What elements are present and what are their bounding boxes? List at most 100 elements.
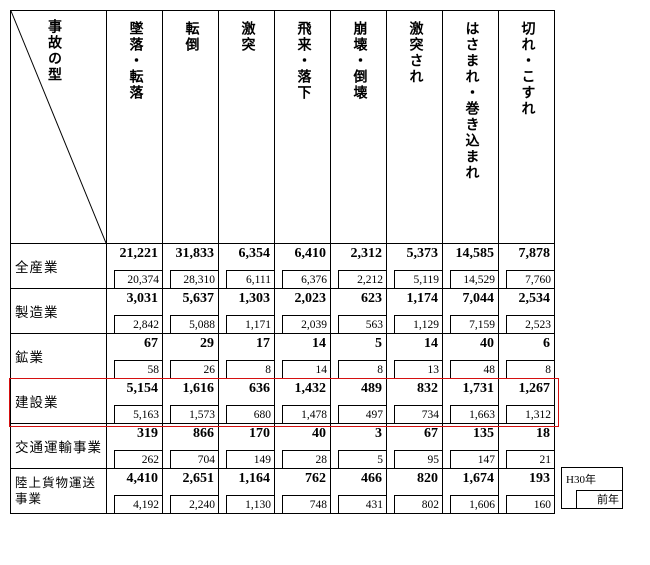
value-previous: 58 <box>114 360 162 378</box>
value-previous: 95 <box>394 450 442 468</box>
value-current: 2,534 <box>501 291 550 307</box>
value-previous: 26 <box>170 360 218 378</box>
value-previous: 262 <box>114 450 162 468</box>
data-cell: 67 58 <box>107 334 163 379</box>
col-head: 崩壊・倒壊 <box>331 11 387 244</box>
row-label: 鉱業 <box>11 334 107 379</box>
data-cell: 67 95 <box>387 424 443 469</box>
value-current: 3 <box>333 426 382 442</box>
data-cell: 35 <box>331 424 387 469</box>
value-current: 1,731 <box>445 381 494 397</box>
data-cell: 14 13 <box>387 334 443 379</box>
value-current: 14 <box>277 336 326 352</box>
value-previous: 5,119 <box>394 270 442 288</box>
value-previous: 13 <box>394 360 442 378</box>
data-cell: 636680 <box>219 379 275 424</box>
row-label: 陸上貨物運送事業 <box>11 469 107 514</box>
value-current: 14 <box>389 336 438 352</box>
value-previous: 6,376 <box>282 270 330 288</box>
data-cell: 3,0312,842 <box>107 289 163 334</box>
data-cell: 2,6512,240 <box>163 469 219 514</box>
table-row: 製造業3,0312,8425,6375,0881,3031,1712,0232,… <box>11 289 555 334</box>
value-previous: 28,310 <box>170 270 218 288</box>
row-label: 建設業 <box>11 379 107 424</box>
data-cell: 170149 <box>219 424 275 469</box>
value-current: 319 <box>109 426 158 442</box>
value-previous: 7,760 <box>506 270 554 288</box>
data-cell: 2,0232,039 <box>275 289 331 334</box>
value-previous: 1,130 <box>226 495 274 513</box>
data-cell: 2,534 2,523 <box>499 289 555 334</box>
data-cell: 1,7311,663 <box>443 379 499 424</box>
value-previous: 20,374 <box>114 270 162 288</box>
col-head: 転倒 <box>163 11 219 244</box>
value-current: 762 <box>277 471 326 487</box>
value-previous: 431 <box>338 495 386 513</box>
value-previous: 28 <box>282 450 330 468</box>
value-current: 5,373 <box>389 246 438 262</box>
col-head: 墜落・転落 <box>107 11 163 244</box>
value-current: 1,432 <box>277 381 326 397</box>
table-row: 建設業5,1545,1631,6161,5736366801,4321,4784… <box>11 379 555 424</box>
data-cell: 5,154 5,163 <box>107 379 163 424</box>
data-cell: 1821 <box>499 424 555 469</box>
value-previous: 48 <box>450 360 498 378</box>
legend-box: H30年 前年 <box>561 467 623 509</box>
value-previous: 5 <box>338 450 386 468</box>
value-previous: 2,842 <box>114 315 162 333</box>
value-current: 193 <box>501 471 550 487</box>
value-current: 67 <box>389 426 438 442</box>
value-previous: 2,523 <box>506 315 554 333</box>
row-label: 全産業 <box>11 244 107 289</box>
value-current: 67 <box>109 336 158 352</box>
value-current: 5 <box>333 336 382 352</box>
value-current: 31,833 <box>165 246 214 262</box>
data-cell: 5,6375,088 <box>163 289 219 334</box>
value-current: 623 <box>333 291 382 307</box>
value-current: 1,174 <box>389 291 438 307</box>
value-current: 14,585 <box>445 246 494 262</box>
value-current: 2,651 <box>165 471 214 487</box>
data-cell: 820 802 <box>387 469 443 514</box>
value-previous: 1,478 <box>282 405 330 423</box>
data-cell: 135147 <box>443 424 499 469</box>
value-current: 1,303 <box>221 291 270 307</box>
value-current: 866 <box>165 426 214 442</box>
data-cell: 21,221 20,374 <box>107 244 163 289</box>
data-cell: 1,6161,573 <box>163 379 219 424</box>
data-cell: 7,0447,159 <box>443 289 499 334</box>
accident-type-table: 事故の型 墜落・転落 転倒 激突 飛来・落下 崩壊・倒壊 激突され はさまれ・巻… <box>10 10 555 514</box>
row-label: 製造業 <box>11 289 107 334</box>
value-previous: 704 <box>170 450 218 468</box>
value-current: 6,354 <box>221 246 270 262</box>
data-cell: 762748 <box>275 469 331 514</box>
value-current: 40 <box>277 426 326 442</box>
value-previous: 8 <box>226 360 274 378</box>
legend-top: H30年 <box>566 471 596 487</box>
value-current: 820 <box>389 471 438 487</box>
value-previous: 21 <box>506 450 554 468</box>
data-cell: 193160 <box>499 469 555 514</box>
value-current: 5,154 <box>109 381 158 397</box>
value-current: 832 <box>389 381 438 397</box>
value-current: 21,221 <box>109 246 158 262</box>
col-head: 飛来・落下 <box>275 11 331 244</box>
value-previous: 802 <box>394 495 442 513</box>
data-cell: 489 497 <box>331 379 387 424</box>
value-previous: 147 <box>450 450 498 468</box>
table-row: 交通運輸事業3192628667041701494028356795135147… <box>11 424 555 469</box>
value-previous: 497 <box>338 405 386 423</box>
value-current: 489 <box>333 381 382 397</box>
value-previous: 563 <box>338 315 386 333</box>
value-previous: 1,312 <box>506 405 554 423</box>
data-cell: 1,174 1,129 <box>387 289 443 334</box>
data-cell: 623 563 <box>331 289 387 334</box>
value-current: 6 <box>501 336 550 352</box>
value-previous: 5,163 <box>114 405 162 423</box>
col-head: 切れ・こすれ <box>499 11 555 244</box>
data-cell: 1,6741,606 <box>443 469 499 514</box>
row-label: 交通運輸事業 <box>11 424 107 469</box>
value-previous: 1,129 <box>394 315 442 333</box>
data-cell: 4048 <box>443 334 499 379</box>
data-cell: 1,2671,312 <box>499 379 555 424</box>
